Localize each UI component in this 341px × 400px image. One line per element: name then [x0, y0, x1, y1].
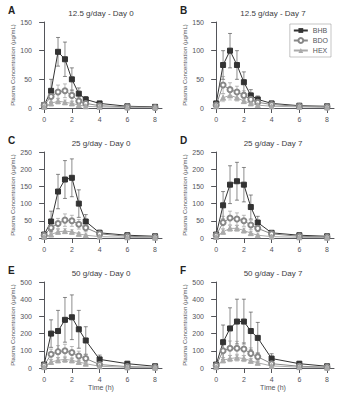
- svg-text:4: 4: [270, 116, 274, 123]
- svg-text:Plasma Concentration (µg/mL): Plasma Concentration (µg/mL): [10, 284, 16, 366]
- svg-text:50: 50: [196, 76, 204, 83]
- svg-text:100: 100: [192, 347, 204, 354]
- svg-text:0: 0: [214, 246, 218, 253]
- svg-text:0: 0: [200, 235, 204, 242]
- svg-text:200: 200: [192, 330, 204, 337]
- svg-text:25 g/day - Day 0: 25 g/day - Day 0: [72, 139, 131, 148]
- svg-text:6: 6: [297, 116, 301, 123]
- svg-text:0: 0: [28, 235, 32, 242]
- svg-text:4: 4: [98, 246, 102, 253]
- svg-text:50 g/day - Day 0: 50 g/day - Day 0: [72, 269, 131, 278]
- svg-text:500: 500: [192, 279, 204, 286]
- svg-text:2: 2: [70, 116, 74, 123]
- svg-text:0: 0: [200, 365, 204, 372]
- svg-text:4: 4: [98, 116, 102, 123]
- svg-text:0: 0: [214, 116, 218, 123]
- svg-text:6: 6: [125, 116, 129, 123]
- svg-text:6: 6: [297, 246, 301, 253]
- svg-text:150: 150: [192, 183, 204, 190]
- svg-text:F: F: [180, 265, 186, 276]
- svg-text:4: 4: [98, 376, 102, 383]
- svg-text:8: 8: [325, 116, 329, 123]
- svg-text:2: 2: [242, 116, 246, 123]
- svg-text:BDO: BDO: [313, 37, 329, 44]
- svg-text:0: 0: [200, 105, 204, 112]
- svg-text:100: 100: [20, 47, 32, 54]
- svg-text:4: 4: [270, 376, 274, 383]
- svg-text:0: 0: [28, 365, 32, 372]
- svg-text:E: E: [8, 265, 15, 276]
- svg-text:8: 8: [325, 376, 329, 383]
- svg-text:150: 150: [20, 19, 32, 26]
- svg-text:200: 200: [20, 330, 32, 337]
- svg-text:50: 50: [196, 217, 204, 224]
- svg-text:Plasma Concentration (µg/mL): Plasma Concentration (µg/mL): [182, 24, 188, 106]
- svg-text:Plasma Concentration (µg/mL): Plasma Concentration (µg/mL): [10, 24, 16, 106]
- svg-text:8: 8: [325, 246, 329, 253]
- svg-text:Time (h): Time (h): [88, 384, 114, 392]
- svg-text:150: 150: [20, 183, 32, 190]
- svg-text:25 g/day - Day 7: 25 g/day - Day 7: [244, 139, 303, 148]
- svg-text:100: 100: [20, 347, 32, 354]
- svg-text:C: C: [8, 135, 15, 146]
- svg-text:Plasma Concentration (µg/mL): Plasma Concentration (µg/mL): [182, 154, 188, 236]
- svg-text:D: D: [180, 135, 187, 146]
- svg-text:2: 2: [242, 246, 246, 253]
- svg-text:0: 0: [28, 105, 32, 112]
- svg-text:6: 6: [297, 376, 301, 383]
- svg-text:0: 0: [42, 116, 46, 123]
- svg-text:12.5 g/day - Day 7: 12.5 g/day - Day 7: [240, 9, 306, 18]
- svg-text:0: 0: [214, 376, 218, 383]
- svg-text:100: 100: [192, 200, 204, 207]
- svg-text:250: 250: [20, 149, 32, 156]
- svg-text:8: 8: [153, 376, 157, 383]
- svg-text:2: 2: [242, 376, 246, 383]
- svg-text:50 g/day - Day 7: 50 g/day - Day 7: [244, 269, 303, 278]
- svg-text:300: 300: [20, 313, 32, 320]
- svg-text:B: B: [180, 5, 187, 16]
- svg-text:4: 4: [270, 246, 274, 253]
- svg-text:6: 6: [125, 246, 129, 253]
- svg-text:100: 100: [192, 47, 204, 54]
- svg-text:Plasma Concentration (µg/mL): Plasma Concentration (µg/mL): [182, 284, 188, 366]
- svg-text:HEX: HEX: [313, 47, 328, 54]
- svg-text:400: 400: [20, 296, 32, 303]
- svg-text:0: 0: [42, 376, 46, 383]
- svg-text:BHB: BHB: [313, 27, 328, 34]
- svg-text:300: 300: [192, 313, 204, 320]
- svg-text:500: 500: [20, 279, 32, 286]
- svg-text:50: 50: [24, 217, 32, 224]
- svg-text:8: 8: [153, 246, 157, 253]
- svg-text:250: 250: [192, 149, 204, 156]
- svg-text:12.5 g/day - Day 0: 12.5 g/day - Day 0: [68, 9, 134, 18]
- svg-text:400: 400: [192, 296, 204, 303]
- svg-text:A: A: [8, 5, 15, 16]
- svg-text:6: 6: [125, 376, 129, 383]
- svg-text:200: 200: [192, 166, 204, 173]
- svg-text:0: 0: [42, 246, 46, 253]
- svg-text:Time (h): Time (h): [260, 384, 286, 392]
- svg-text:Plasma Concentration (µg/mL): Plasma Concentration (µg/mL): [10, 154, 16, 236]
- svg-text:150: 150: [192, 19, 204, 26]
- svg-text:50: 50: [24, 76, 32, 83]
- svg-text:2: 2: [70, 376, 74, 383]
- svg-text:8: 8: [153, 116, 157, 123]
- svg-text:2: 2: [70, 246, 74, 253]
- svg-text:200: 200: [20, 166, 32, 173]
- svg-text:100: 100: [20, 200, 32, 207]
